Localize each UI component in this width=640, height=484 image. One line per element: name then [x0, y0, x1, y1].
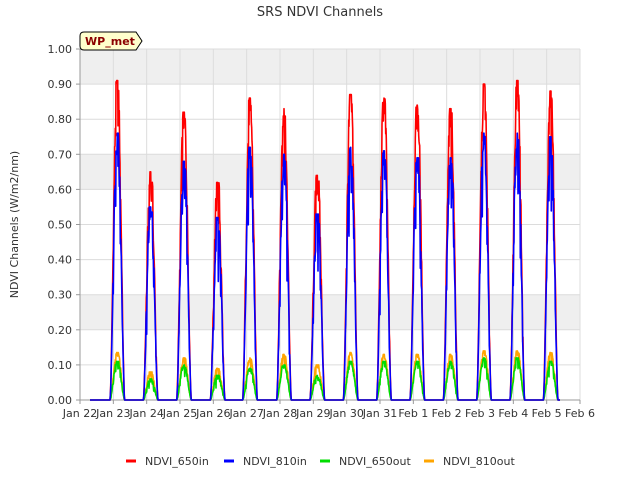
y-tick-label: 0.30: [48, 289, 73, 302]
y-tick-label: 0.00: [48, 394, 73, 407]
plot-band: [80, 364, 580, 400]
legend-label-ndvi_650in: NDVI_650in: [145, 455, 209, 468]
station-badge: WP_met: [79, 31, 143, 51]
plot-band: [80, 224, 580, 260]
x-tick-label: Jan 24: [128, 407, 163, 420]
y-tick-label: 1.00: [48, 43, 73, 56]
y-axis-label: NDVI Channels (W/m2/nm): [8, 151, 21, 298]
station-badge-label: WP_met: [85, 35, 135, 48]
x-tick-label: Jan 26: [195, 407, 230, 420]
data-series: [90, 79, 561, 401]
chart-title: SRS NDVI Channels: [257, 5, 383, 20]
y-tick-label: 0.50: [48, 219, 73, 232]
plot-band: [80, 154, 580, 190]
y-tick-label: 0.70: [48, 148, 73, 161]
plot-band: [80, 49, 580, 85]
plot-band: [80, 84, 580, 120]
x-tick-label: Feb 3: [465, 407, 495, 420]
x-tick-label: Feb 6: [565, 407, 595, 420]
legend-label-ndvi_810out: NDVI_810out: [443, 455, 515, 468]
y-tick-label: 0.40: [48, 254, 73, 267]
station-badge-box: [79, 31, 143, 51]
legend-label-ndvi_810in: NDVI_810in: [243, 455, 307, 468]
x-tick-label: Jan 27: [228, 407, 263, 420]
legend-label-ndvi_650out: NDVI_650out: [339, 455, 411, 468]
x-tick-label: Feb 4: [498, 407, 528, 420]
plot-bands: [80, 49, 580, 400]
y-tick-label: 0.10: [48, 359, 73, 372]
y-tick-label: 0.20: [48, 324, 73, 337]
y-tick-label: 0.90: [48, 78, 73, 91]
legend: NDVI_650in NDVI_810in NDVI_650out NDVI_810o…: [126, 455, 515, 468]
y-tick-label: 0.80: [48, 113, 73, 126]
x-tick-label: Feb 2: [432, 407, 462, 420]
x-tick-label: Jan 23: [95, 407, 130, 420]
y-axis-ticks: 0.00 0.10 0.20 0.30 0.40 0.50 0.60 0.70 0.80 0.90…: [48, 43, 80, 407]
plot-band: [80, 294, 580, 330]
x-tick-label: Jan 28: [262, 407, 297, 420]
x-tick-label: Feb 1: [398, 407, 428, 420]
x-tick-label: Jan 31: [362, 407, 397, 420]
series-line-ndvi_810in: [90, 132, 561, 401]
x-tick-label: Feb 5: [532, 407, 562, 420]
x-tick-label: Jan 30: [328, 407, 363, 420]
x-tick-label: Jan 25: [162, 407, 197, 420]
x-tick-label: Jan 29: [295, 407, 330, 420]
y-tick-label: 0.60: [48, 183, 73, 196]
x-tick-label: Jan 22: [62, 407, 97, 420]
